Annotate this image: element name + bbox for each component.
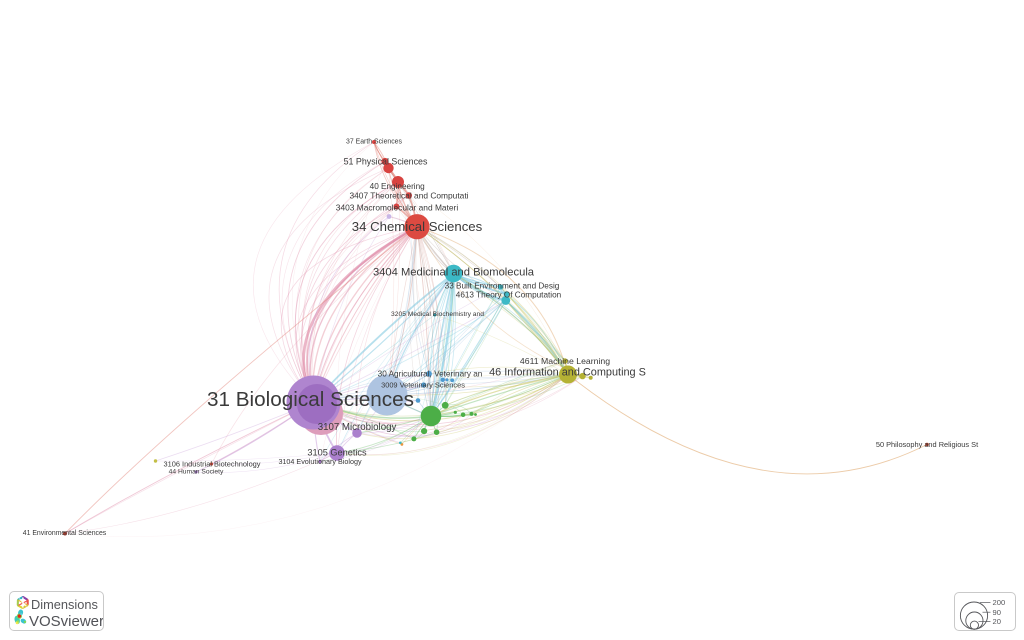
svg-text:40 Engineering: 40 Engineering — [370, 182, 426, 191]
svg-text:37 Earth Sciences: 37 Earth Sciences — [346, 139, 402, 146]
svg-text:3205 Medical Biochemistry and: 3205 Medical Biochemistry and — [391, 311, 484, 318]
svg-text:34 Chemical Sciences: 34 Chemical Sciences — [352, 219, 483, 234]
svg-text:4611 Machine Learning: 4611 Machine Learning — [520, 356, 610, 366]
svg-text:3404 Medicinal and Biomolecula: 3404 Medicinal and Biomolecula — [373, 267, 535, 279]
svg-text:50 Philosophy and Religious St: 50 Philosophy and Religious St — [876, 440, 978, 449]
svg-text:3009 Veterinary Sciences: 3009 Veterinary Sciences — [381, 381, 465, 390]
svg-text:30 Agricultural, Veterinary an: 30 Agricultural, Veterinary an — [378, 369, 483, 378]
svg-text:3107 Microbiology: 3107 Microbiology — [318, 422, 397, 433]
svg-text:3407 Theoretical and Computati: 3407 Theoretical and Computati — [349, 191, 468, 201]
svg-text:3403 Macromolecular and Materi: 3403 Macromolecular and Materi — [336, 203, 459, 213]
svg-text:90: 90 — [993, 608, 1001, 617]
svg-text:33 Built Environment and Desig: 33 Built Environment and Desig — [445, 282, 560, 291]
svg-text:20: 20 — [993, 617, 1001, 626]
svg-text:3105 Genetics: 3105 Genetics — [307, 448, 367, 458]
svg-text:3106 Industrial Biotechnology: 3106 Industrial Biotechnology — [164, 460, 261, 469]
svg-text:41 Environmental Sciences: 41 Environmental Sciences — [23, 530, 107, 537]
svg-text:Dimensions: Dimensions — [31, 597, 98, 612]
svg-text:46 Information and Computing S: 46 Information and Computing S — [489, 367, 646, 379]
svg-text:200: 200 — [993, 598, 1006, 607]
svg-text:31 Biological Sciences: 31 Biological Sciences — [207, 388, 414, 411]
svg-text:3104 Evolutionary Biology: 3104 Evolutionary Biology — [278, 457, 362, 466]
svg-text:51 Physical Sciences: 51 Physical Sciences — [344, 157, 428, 167]
svg-text:VOSviewer: VOSviewer — [29, 613, 103, 630]
svg-text:4613 Theory Of Computation: 4613 Theory Of Computation — [456, 291, 562, 300]
svg-text:44 Human Society: 44 Human Society — [169, 469, 224, 476]
